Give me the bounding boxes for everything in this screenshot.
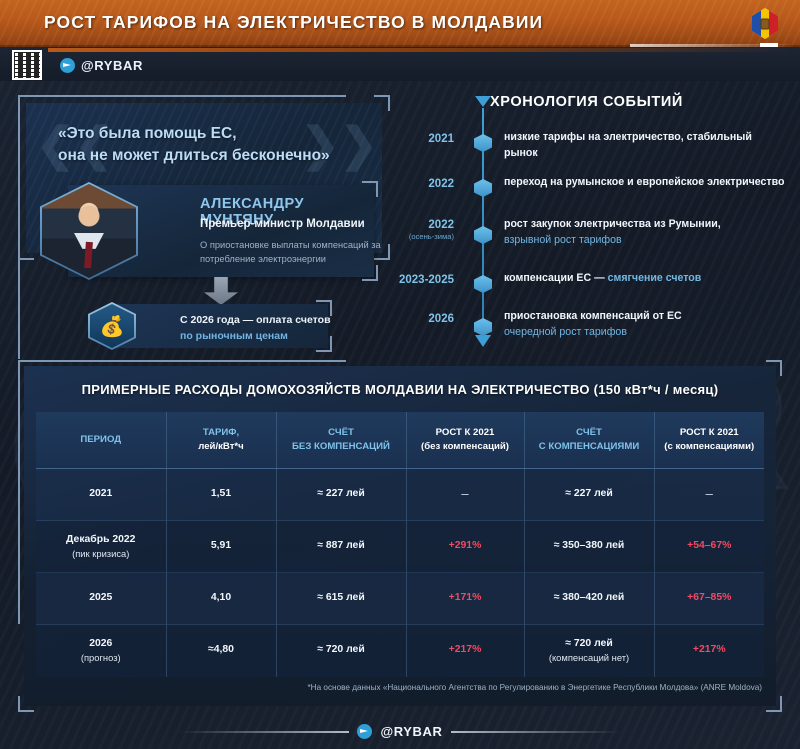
person-name: АЛЕКСАНДРУ МУНТЯНУ (200, 196, 305, 228)
col-bill-with-comp: СЧЁТ С КОМПЕНСАЦИЯМИ (523, 412, 654, 469)
cell-period: Декабрь 2022 (пик кризиса) (36, 520, 166, 573)
table-header-row: ПЕРИОД ТАРИФ, лей/кВт*ч СЧЁТ БЕЗ КОМПЕНС… (36, 412, 764, 469)
cell-growth-no-comp: +291% (405, 520, 524, 573)
brand-tag[interactable]: @RYBAR (60, 58, 143, 73)
cell-bill-with-comp: ≈ 380–420 лей (523, 572, 654, 625)
money-bag-icon: 💰 (88, 302, 136, 350)
cell-bill-with-comp: ≈ 720 лей (компенсаций нет) (523, 624, 654, 677)
timeline-year: 2021 (428, 133, 454, 145)
table-footnote: *На основе данных «Национального Агентст… (307, 683, 762, 692)
timeline-main-text: приостановка компенсаций от ЕС (504, 310, 682, 322)
cell-growth-with-comp: +217% (653, 624, 764, 677)
expenses-table-panel: ПРИМЕРНЫЕ РАСХОДЫ ДОМОХОЗЯЙСТВ МОЛДАВИИ … (18, 360, 782, 712)
timeline-year: 2026 (428, 313, 454, 325)
callout-line-2: по рыночным ценам (180, 330, 288, 343)
brand-strip (48, 48, 790, 52)
timeline-year: 2022 (осень-зима) (408, 219, 454, 242)
quote-close-chevron-icon: ❯❯ (300, 118, 378, 170)
footer-brand: @RYBAR (380, 724, 443, 739)
brand-bar (0, 47, 800, 81)
table-row: 2025 4,10 ≈ 615 лей +171% ≈ 380–420 лей … (36, 572, 764, 625)
col-period: ПЕРИОД (36, 412, 166, 469)
col-growth-no-comp: РОСТ К 2021 (без компенсаций) (405, 412, 524, 469)
cell-tariff: 5,91 (165, 520, 276, 573)
qr-code-icon[interactable] (12, 50, 42, 80)
table-row: 2026 (прогноз) ≈4,80 ≈ 720 лей +217% ≈ 7… (36, 624, 764, 677)
col-growth-with-comp: РОСТ К 2021 (с компенсациями) (653, 412, 764, 469)
brand-name: @RYBAR (81, 58, 144, 73)
quote-text: «Это была помощь ЕС, она не может длитьс… (58, 125, 330, 165)
timeline-sub-text: взрывной рост тарифов (504, 234, 622, 246)
cell-bill-no-comp: ≈ 887 лей (275, 520, 406, 573)
timeline-arrow-bottom-icon (475, 335, 491, 347)
cell-bill-no-comp: ≈ 615 лей (275, 572, 406, 625)
cell-tariff: 4,10 (165, 572, 276, 625)
timeline-sub-text: очередной рост тарифов (504, 326, 627, 338)
cell-period: 2021 (36, 468, 166, 521)
table-title: ПРИМЕРНЫЕ РАСХОДЫ ДОМОХОЗЯЙСТВ МОЛДАВИИ … (81, 382, 719, 397)
table-row: Декабрь 2022 (пик кризиса) 5,91 ≈ 887 ле… (36, 520, 764, 573)
page-title: РОСТ ТАРИФОВ НА ЭЛЕКТРИЧЕСТВО В МОЛДАВИИ (44, 12, 544, 32)
timeline-main-text: переход на румынское и европейское элект… (504, 176, 785, 188)
cell-growth-with-comp: +67–85% (653, 572, 764, 625)
cell-growth-with-comp: +54–67% (653, 520, 764, 573)
cell-growth-with-comp: – (653, 468, 764, 521)
person-card: АЛЕКСАНДРУ МУНТЯНУ Премьер-министр Молда… (40, 181, 381, 281)
cell-growth-no-comp: +171% (405, 572, 524, 625)
timeline-main-text: компенсации ЕС — смягчение счетов (504, 272, 702, 284)
cell-growth-no-comp: – (405, 468, 524, 521)
col-bill-no-comp: СЧЁТ БЕЗ КОМПЕНСАЦИЙ (275, 412, 406, 469)
cell-bill-with-comp: ≈ 350–380 лей (523, 520, 654, 573)
header-banner: РОСТ ТАРИФОВ НА ЭЛЕКТРИЧЕСТВО В МОЛДАВИИ (0, 0, 800, 48)
footer-divider-right (450, 730, 621, 733)
col-tariff: ТАРИФ, лей/кВт*ч (165, 412, 276, 469)
timeline-axis (482, 108, 484, 336)
cell-growth-no-comp: +217% (405, 624, 524, 677)
quote-open-chevron-icon: ❮❮ (36, 118, 114, 170)
timeline: ХРОНОЛОГИЯ СОБЫТИЙ 2021 низкие тарифы на… (399, 92, 788, 354)
cell-period: 2025 (36, 572, 166, 625)
timeline-year: 2023-2025 (399, 274, 454, 286)
person-description: О приостановке выплаты компенсаций за по… (200, 240, 381, 264)
timeline-arrow-top-icon (475, 96, 491, 107)
cell-period: 2026 (прогноз) (36, 624, 166, 677)
callout-text: С 2026 года — оплата счетов по рыночным … (180, 312, 355, 345)
footer-divider-left (179, 730, 350, 733)
cell-bill-no-comp: ≈ 227 лей (275, 468, 406, 521)
cell-tariff: ≈4,80 (165, 624, 276, 677)
table-row: 2021 1,51 ≈ 227 лей – ≈ 227 лей – (36, 468, 764, 521)
telegram-icon (357, 724, 373, 739)
market-price-callout: С 2026 года — оплата счетов по рыночным … (88, 300, 338, 352)
cell-tariff: 1,51 (165, 468, 276, 521)
callout-line-1: С 2026 года — оплата счетов (180, 314, 331, 326)
header-divider (630, 43, 790, 48)
timeline-title: ХРОНОЛОГИЯ СОБЫТИЙ (490, 94, 683, 110)
footer: @RYBAR (0, 712, 800, 749)
timeline-main-text: низкие тарифы на электричество, стабильн… (504, 131, 752, 159)
timeline-main-text: рост закупок электричества из Румынии, (504, 218, 721, 230)
expenses-table: ПЕРИОД ТАРИФ, лей/кВт*ч СЧЁТ БЕЗ КОМПЕНС… (36, 412, 764, 677)
cell-bill-with-comp: ≈ 227 лей (523, 468, 654, 521)
cell-bill-no-comp: ≈ 720 лей (275, 624, 406, 677)
timeline-year: 2022 (428, 178, 454, 190)
person-role: Премьер-министр Молдавии (200, 218, 365, 230)
moldova-flag-icon (752, 8, 778, 39)
telegram-icon (60, 58, 75, 73)
